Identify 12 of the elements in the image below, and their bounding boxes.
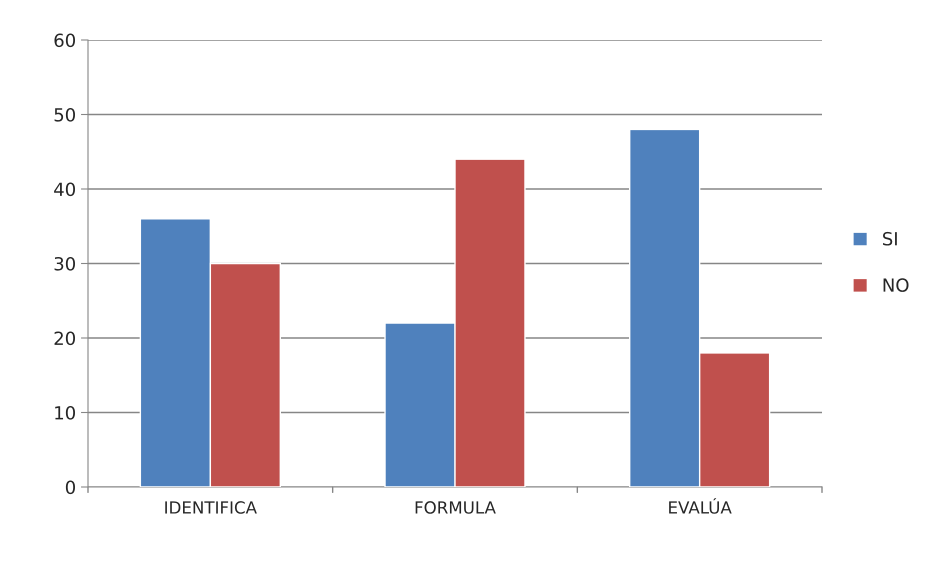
y-tick-label: 50 [54, 108, 75, 122]
y-tick-label: 20 [54, 331, 75, 346]
x-tick-label: IDENTIFICA [165, 501, 257, 514]
legend-label: SI [883, 232, 897, 246]
x-tick-label: EVALÚA [669, 498, 732, 514]
y-tick-label: 40 [54, 182, 75, 196]
y-tick-label: 60 [54, 33, 75, 48]
x-tick-label: FORMULA [416, 501, 496, 514]
legend-label: NO [884, 278, 909, 292]
y-tick-label: 0 [66, 480, 75, 494]
y-tick-label: 30 [54, 256, 75, 271]
y-tick-label: 10 [55, 406, 75, 420]
